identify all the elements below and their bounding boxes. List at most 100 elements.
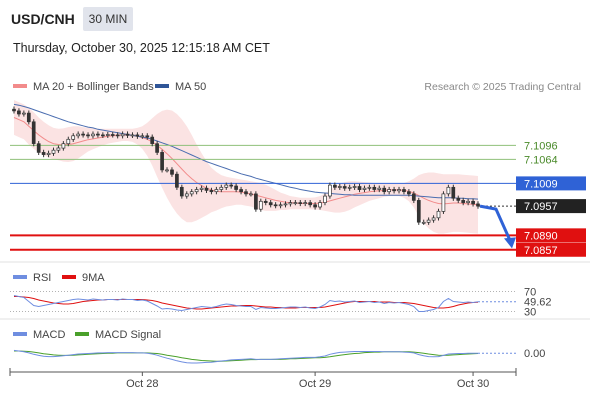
candle-body <box>337 186 342 188</box>
rsi-legend: RSI 9MA <box>13 272 105 284</box>
candle-body <box>150 136 155 144</box>
candle-body <box>362 187 367 190</box>
candle-body <box>199 187 204 190</box>
ma50-swatch <box>155 84 169 88</box>
candle-body <box>411 193 416 201</box>
level-tag-last <box>516 199 586 214</box>
candle-body <box>347 186 352 189</box>
rsi-ma-swatch <box>62 275 76 279</box>
candle-body <box>456 197 461 201</box>
forecast-arrow-head <box>504 237 516 249</box>
candle-body <box>71 135 76 140</box>
macd-legend: MACD MACD Signal <box>13 329 161 341</box>
candle-body <box>387 189 391 193</box>
candle-body <box>328 184 332 197</box>
candle-body <box>110 134 115 136</box>
candle-body <box>308 202 313 206</box>
level-tags: 7.1096 7.1064 7.1009 7.0957 7.0890 7.0857 <box>516 140 586 257</box>
macd-panel: 0.00 <box>13 348 545 364</box>
copyright-text: Research © 2025 Trading Central <box>424 81 581 93</box>
level-tag-support <box>516 242 586 257</box>
candle-body <box>76 133 81 137</box>
candle-body <box>426 219 431 223</box>
candle-body <box>441 193 446 212</box>
candle-body <box>352 186 357 188</box>
x-axis: Oct 28 Oct 29 Oct 30 <box>9 368 517 390</box>
rsi-current-label: 49.62 <box>524 297 552 309</box>
candle-body <box>224 184 229 188</box>
rsi-ma-legend-label: 9MA <box>82 272 105 284</box>
rsi-level-label: 70 <box>524 287 536 299</box>
candle-body <box>333 184 337 188</box>
candle-body <box>184 193 189 197</box>
candle-body <box>421 221 426 224</box>
candle-body <box>209 190 214 193</box>
candle-body <box>446 186 451 195</box>
candle-body <box>145 135 150 138</box>
candle-body <box>323 195 327 203</box>
candle-body <box>382 187 387 193</box>
level-tag-pivot <box>516 176 586 191</box>
macd-signal-legend-label: MACD Signal <box>95 329 161 341</box>
candle-body <box>288 202 293 205</box>
datetime-label: Thursday, October 30, 2025 12:15:18 AM C… <box>13 41 270 55</box>
candle-body <box>342 186 347 189</box>
candle-body <box>160 152 164 171</box>
candle-body <box>36 143 41 153</box>
candle-body <box>407 191 411 195</box>
candle-body <box>51 149 56 154</box>
candle-body <box>91 133 95 137</box>
candle-body <box>22 112 26 115</box>
candle-body <box>81 133 85 136</box>
candle-body <box>155 143 159 153</box>
rsi-level-label: 30 <box>524 307 536 319</box>
candle-body <box>26 112 31 123</box>
candle-body <box>258 200 263 210</box>
candle-body <box>357 186 362 190</box>
candle-body <box>298 202 303 204</box>
candle-body <box>318 202 322 208</box>
candle-body <box>273 204 278 207</box>
candle-body <box>115 134 120 137</box>
timeframe-badge[interactable]: 30 MIN <box>83 7 133 31</box>
level-label: 7.0857 <box>524 245 558 257</box>
candle-body <box>125 133 130 136</box>
candle-body <box>244 191 248 195</box>
candle-body <box>175 173 179 188</box>
candle-body <box>461 200 466 203</box>
candle-body <box>86 134 90 137</box>
level-label: 7.1009 <box>524 178 558 190</box>
candle-body <box>416 200 421 223</box>
level-label: 7.0957 <box>524 201 558 213</box>
macd-current-label: 0.00 <box>524 348 545 360</box>
x-tick-label: Oct 28 <box>126 378 158 390</box>
candle-body <box>377 187 382 190</box>
candle-body <box>194 189 199 193</box>
candle-body <box>105 134 110 136</box>
candle-body <box>179 186 184 197</box>
candle-body <box>397 189 401 192</box>
candle-body <box>140 135 145 138</box>
candle-body <box>56 147 61 151</box>
candle-body <box>283 203 288 206</box>
level-label: 7.1096 <box>524 140 558 152</box>
candle-body <box>66 138 71 145</box>
rsi-ma-line <box>14 296 479 310</box>
candle-body <box>12 108 16 112</box>
price-panel <box>13 100 479 234</box>
candle-body <box>436 210 441 219</box>
candle-body <box>46 152 51 155</box>
price-legend: MA 20 + Bollinger Bands MA 50 <box>13 81 206 93</box>
ma50-line <box>13 103 479 200</box>
ma20-legend-label: MA 20 + Bollinger Bands <box>33 81 154 93</box>
macd-line <box>13 349 478 364</box>
candle-body <box>451 186 456 199</box>
candle-body <box>101 134 105 137</box>
candle-body <box>476 203 480 207</box>
candle-body <box>61 143 66 149</box>
candle-body <box>189 191 194 195</box>
candle-body <box>219 186 224 190</box>
candle-body <box>431 217 436 221</box>
candle-body <box>165 169 169 172</box>
chart-header: USD/CNH 30 MIN Thursday, October 30, 202… <box>0 0 590 70</box>
